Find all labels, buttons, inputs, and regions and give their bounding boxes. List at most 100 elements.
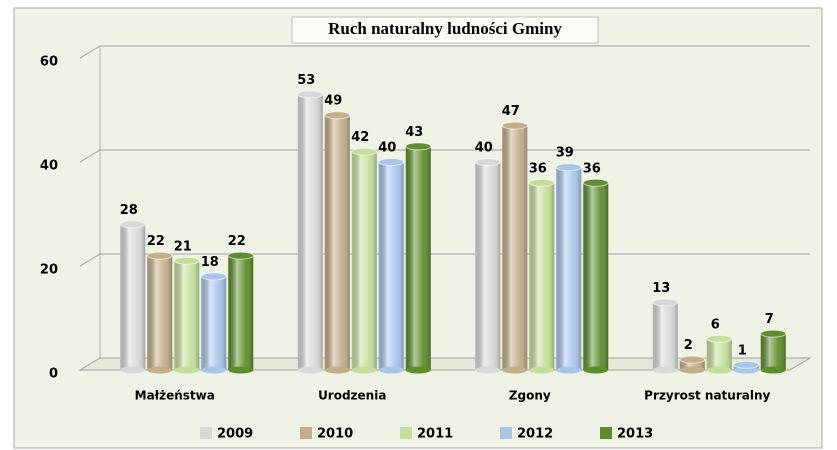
bar-group [528, 178, 555, 374]
bar-base [174, 366, 200, 374]
bar-group [227, 251, 254, 374]
bar-base [529, 366, 555, 374]
bar-shading [378, 162, 404, 370]
data-label: 18 [201, 255, 219, 270]
bar-group [297, 90, 324, 374]
data-label: 36 [583, 161, 601, 176]
data-label: 36 [529, 161, 547, 176]
data-label: 47 [502, 104, 520, 119]
bar-base [324, 366, 350, 374]
y-tick-label: 40 [40, 159, 58, 174]
data-label: 42 [351, 130, 369, 145]
legend-swatch [300, 427, 312, 439]
bar-shading [324, 115, 350, 370]
bar-base [502, 366, 528, 374]
bar-top [733, 360, 760, 369]
bar-shading [556, 167, 582, 370]
data-label: 2 [684, 338, 693, 353]
data-label: 53 [297, 73, 315, 88]
data-label: 7 [765, 312, 774, 327]
x-tick-label: Przyrost naturalny [644, 389, 770, 403]
bar-shading [502, 125, 528, 370]
bar-top [706, 334, 733, 343]
bar-group [679, 355, 706, 374]
bar-top [351, 147, 378, 156]
bar-shading [201, 276, 227, 370]
bar-top [119, 220, 146, 229]
legend-swatch [600, 427, 612, 439]
bar-group [474, 158, 501, 374]
x-tick-label: Zgony [509, 389, 551, 403]
data-label: 6 [711, 317, 720, 332]
bar-top [405, 142, 432, 151]
bar-top [760, 329, 787, 338]
data-label: 43 [405, 125, 423, 140]
data-label: 22 [228, 234, 246, 249]
bar-top [324, 111, 351, 120]
data-label: 40 [475, 141, 493, 156]
bar-base [652, 366, 678, 374]
legend-swatch [200, 427, 212, 439]
data-label: 13 [652, 281, 670, 296]
y-tick-label: 20 [40, 263, 58, 278]
x-tick-label: Małżeństwa [135, 389, 215, 403]
bar-group [119, 220, 146, 374]
bar-base [556, 366, 582, 374]
bar-group [146, 251, 173, 374]
bar-shading [583, 182, 609, 370]
legend-label: 2012 [517, 427, 553, 442]
legend-label: 2009 [217, 427, 253, 442]
bar-base [679, 366, 705, 374]
bar-top [378, 158, 405, 166]
bar-base [706, 366, 732, 374]
grid-line [79, 149, 810, 163]
bar-shading [760, 333, 786, 370]
bar-group [555, 163, 582, 374]
bar-top [652, 298, 679, 307]
bar-group [351, 147, 378, 374]
bar-group [405, 142, 432, 374]
legend-label: 2013 [617, 427, 653, 442]
bar-base [378, 366, 404, 374]
bar-base [201, 366, 227, 374]
bar-top [146, 251, 173, 260]
bar-shading [297, 94, 323, 371]
bar-group [733, 360, 760, 374]
bar-group [760, 329, 787, 374]
bar-base [120, 366, 146, 374]
bar-base [405, 366, 431, 374]
bar-shading [679, 359, 705, 370]
bar-top [582, 178, 609, 187]
y-tick-label: 0 [49, 367, 58, 382]
data-label: 39 [556, 146, 574, 161]
data-label: 21 [174, 239, 192, 254]
bar-top [173, 256, 200, 265]
legend-label: 2010 [317, 427, 353, 442]
bar-group [582, 178, 609, 374]
bar-base [351, 366, 377, 374]
x-tick-label: Urodzenia [318, 389, 386, 403]
bar-shading [147, 255, 173, 370]
bar-group [378, 158, 405, 374]
bar-group [706, 334, 733, 374]
data-label: 40 [378, 141, 396, 156]
bar-base [147, 366, 173, 374]
legend-swatch [500, 427, 512, 439]
bar-base [583, 366, 609, 374]
bar-top [474, 158, 501, 166]
y-tick-label: 60 [40, 55, 58, 70]
legend-label: 2011 [417, 427, 453, 442]
bar-top [297, 90, 324, 99]
data-label: 1 [738, 343, 747, 358]
bar-group [173, 256, 200, 374]
data-label: 49 [324, 94, 342, 109]
bar-shading [529, 182, 555, 370]
title-box [291, 16, 599, 44]
bar-group [652, 298, 679, 374]
bar-top [679, 355, 706, 364]
bar-group [200, 272, 227, 374]
bar-top [200, 272, 227, 281]
bar-base [228, 366, 254, 374]
data-label: 28 [120, 203, 138, 218]
